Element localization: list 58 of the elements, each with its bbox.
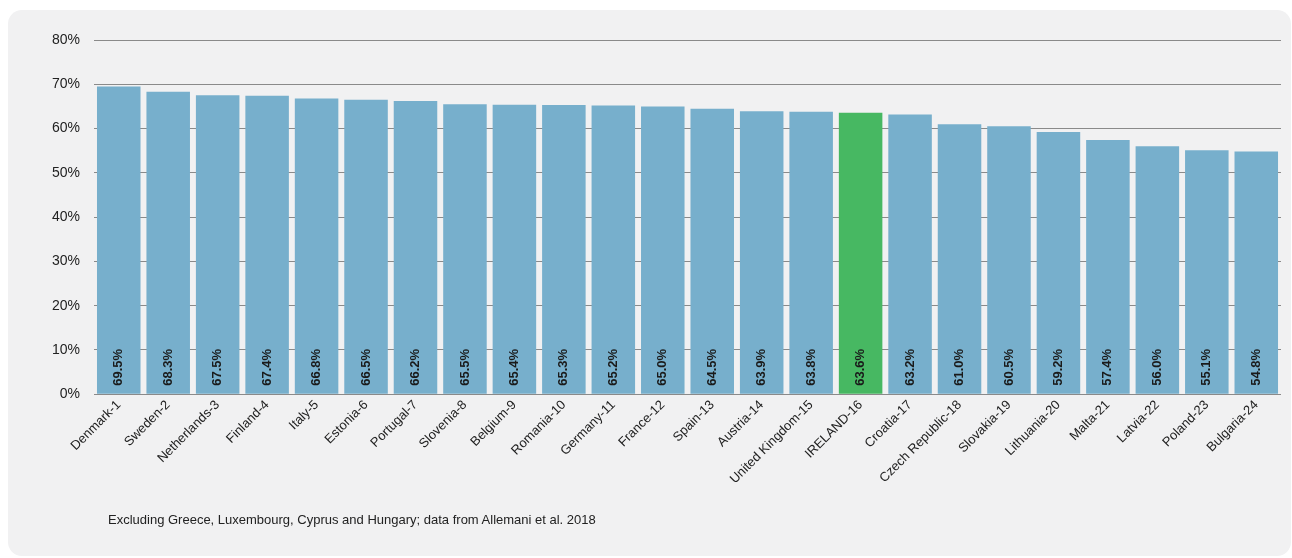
data-label: 66.8% <box>308 348 324 386</box>
y-tick-label: 0% <box>59 385 81 402</box>
bar <box>739 111 784 394</box>
data-label: 61.0% <box>951 348 967 386</box>
bar <box>1036 132 1081 394</box>
data-label: 60.5% <box>1000 348 1016 386</box>
data-label: 69.5% <box>110 348 126 386</box>
data-label: 64.5% <box>703 348 719 386</box>
bar <box>888 114 932 394</box>
bar <box>641 106 685 394</box>
data-label: 55.1% <box>1198 348 1214 386</box>
text: Excluding Greece, Luxembourg, Cyprus and Hungary; data from Allemani et al. 2018 <box>108 512 596 527</box>
data-label: 65.5% <box>456 348 472 386</box>
data-label: 63.6% <box>852 348 868 386</box>
bar <box>789 111 833 394</box>
bar <box>245 95 289 394</box>
bar <box>344 99 388 394</box>
bar <box>146 91 190 394</box>
y-tick-label: 40% <box>51 208 81 224</box>
data-label: 57.4% <box>1099 348 1115 386</box>
data-label: 56.0% <box>1148 348 1164 386</box>
bar <box>937 124 982 394</box>
data-label: 66.2% <box>407 348 423 386</box>
bar <box>987 126 1031 394</box>
bar <box>838 112 883 394</box>
y-tick-label: 70% <box>51 75 81 92</box>
y-tick-label: 80% <box>51 30 81 47</box>
data-label: 54.8% <box>1247 348 1263 386</box>
y-tick-label: 60% <box>51 119 81 136</box>
bar <box>1086 140 1130 394</box>
data-label: 65.3% <box>555 348 571 386</box>
bar <box>1234 151 1279 394</box>
y-tick-label: 20% <box>51 296 81 313</box>
data-label: 63.2% <box>901 348 917 386</box>
bar <box>443 104 487 394</box>
y-tick-label: 10% <box>51 340 81 357</box>
bar <box>195 95 240 394</box>
data-label: 67.4% <box>258 348 274 386</box>
data-label: 65.4% <box>505 348 521 386</box>
bar <box>1185 150 1229 394</box>
bar <box>1135 146 1180 394</box>
data-label: 68.3% <box>159 348 175 386</box>
data-label: 59.2% <box>1050 348 1066 386</box>
bar <box>591 105 636 394</box>
bar <box>690 108 734 394</box>
bar <box>96 86 141 394</box>
bar <box>393 101 438 394</box>
data-label: 63.9% <box>753 348 769 386</box>
bar <box>492 104 537 394</box>
y-tick-label: 30% <box>51 252 81 269</box>
bar <box>294 98 339 394</box>
data-label: 67.5% <box>209 348 225 386</box>
data-label: 66.5% <box>357 348 373 386</box>
data-label: 65.2% <box>604 348 620 386</box>
bar <box>542 105 586 394</box>
data-label: 65.0% <box>654 348 670 386</box>
data-label: 63.8% <box>802 348 818 386</box>
y-tick-label: 50% <box>51 163 81 180</box>
